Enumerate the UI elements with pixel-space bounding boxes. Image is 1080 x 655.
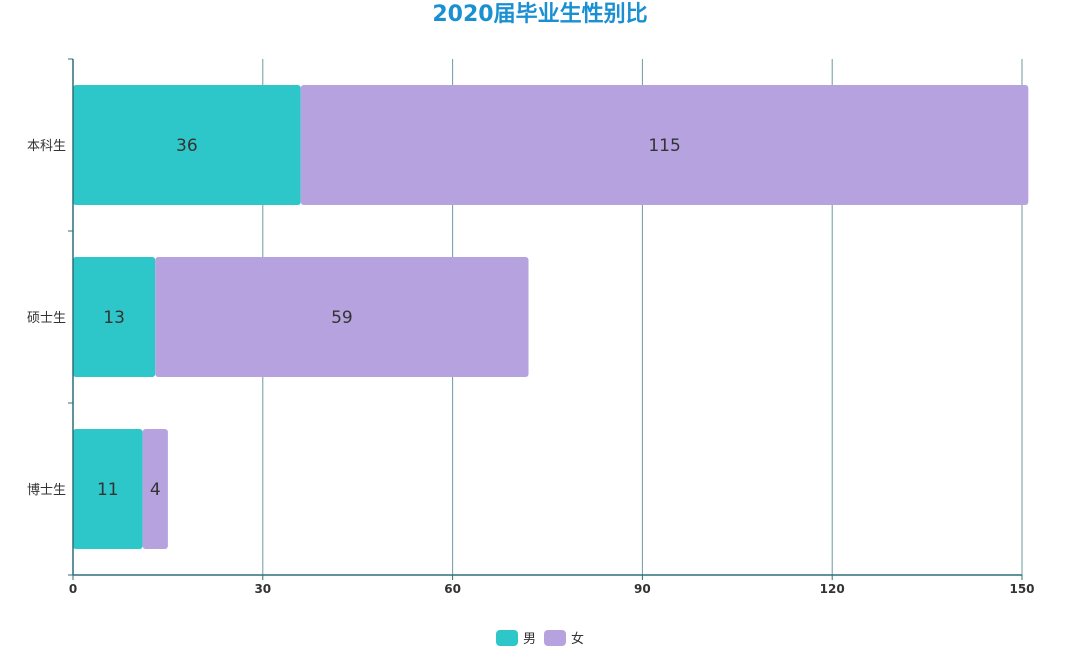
bar-female [155, 257, 529, 377]
bar-male [73, 257, 156, 377]
legend-swatch [544, 629, 566, 646]
bar-female [300, 85, 1029, 205]
bar-value-label: 59 [331, 308, 353, 328]
legend-item[interactable]: 女 [544, 628, 584, 647]
bar-value-label: 4 [150, 480, 161, 500]
legend-label: 男 [522, 632, 536, 647]
x-tick-label: 150 [1009, 582, 1034, 596]
legend-swatch [495, 629, 518, 646]
x-tick-label: 60 [444, 582, 461, 596]
bar-female [142, 429, 168, 549]
y-category-label: 博士生 [27, 483, 66, 498]
legend-item[interactable]: 男 [495, 628, 536, 647]
x-tick-label: 120 [820, 582, 845, 596]
y-category-label: 硕士生 [27, 311, 66, 326]
bar-value-label: 115 [648, 136, 680, 156]
bar-male [73, 429, 143, 549]
bar-male [73, 85, 301, 205]
bar-value-label: 36 [176, 136, 198, 156]
x-tick-label: 30 [254, 582, 271, 596]
x-tick-label: 90 [634, 582, 651, 596]
bar-value-label: 13 [103, 308, 125, 328]
chart-title: 2020届毕业生性别比 [432, 2, 648, 27]
legend-label: 女 [571, 632, 585, 647]
legend: 男女 [0, 628, 1080, 647]
y-category-label: 本科生 [27, 139, 66, 154]
bar-value-label: 11 [97, 480, 119, 500]
x-tick-label: 0 [69, 582, 77, 596]
